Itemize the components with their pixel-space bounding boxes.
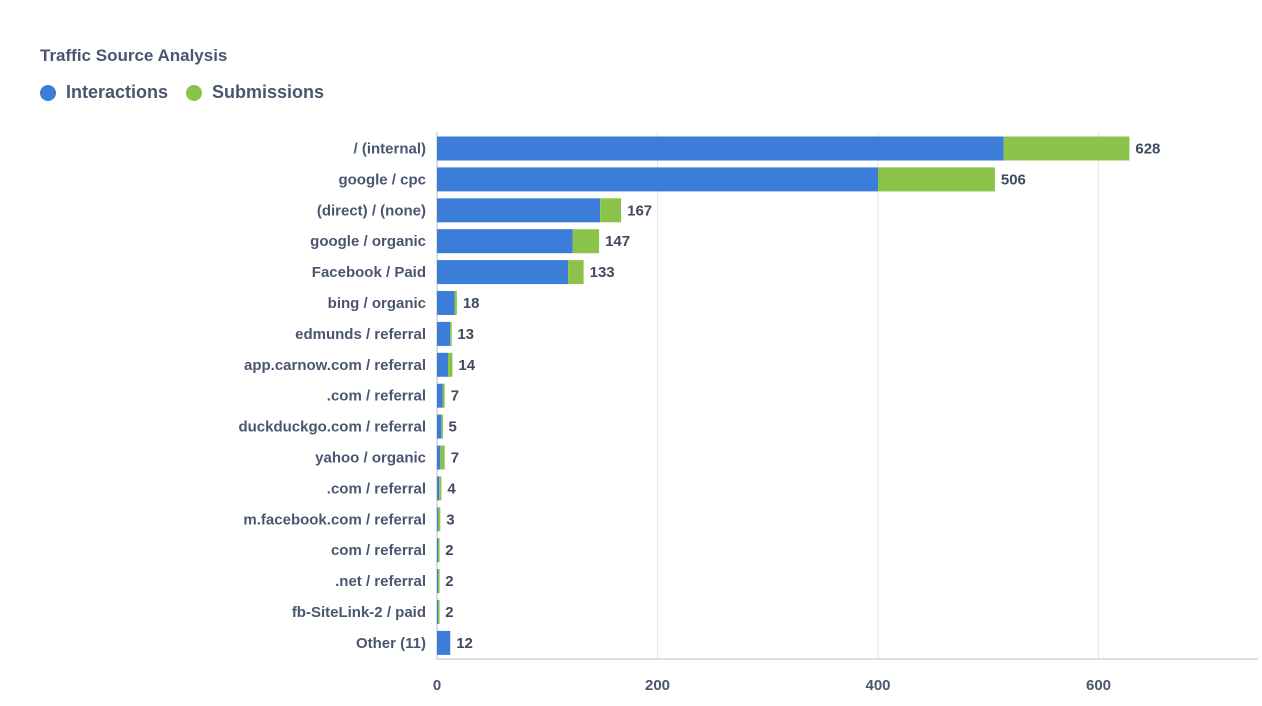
bar-submissions	[572, 229, 600, 254]
legend-swatch-interactions	[40, 84, 56, 101]
bar-interactions	[437, 630, 451, 655]
bar-interactions	[437, 600, 439, 624]
y-tick-label: duckduckgo.com / referral	[238, 419, 426, 436]
bar-interactions	[437, 569, 439, 594]
y-tick-label: (direct) / (none)	[317, 202, 426, 219]
x-tick-label: 0	[433, 677, 441, 694]
bar-interactions	[437, 352, 449, 377]
chart-title: Traffic Source Analysis	[40, 46, 228, 65]
bar-interactions	[437, 260, 569, 285]
bar-submissions	[439, 476, 442, 501]
data-label: 18	[463, 295, 480, 312]
bar-interactions	[437, 476, 440, 501]
y-tick-label: google / organic	[310, 233, 426, 250]
y-tick-label: .com / referral	[327, 388, 426, 405]
bar-interactions	[437, 538, 439, 563]
bar-interactions	[437, 136, 1004, 161]
bar-submissions	[568, 260, 584, 285]
data-label: 3	[446, 511, 454, 528]
bar-submissions	[441, 414, 443, 439]
data-label: 147	[605, 233, 630, 250]
data-label: 628	[1135, 141, 1160, 158]
bar-submissions	[438, 538, 440, 563]
bar-interactions	[437, 414, 442, 439]
bar-interactions	[437, 507, 439, 532]
legend-label-interactions: Interactions	[66, 82, 169, 102]
data-label: 13	[457, 326, 474, 343]
y-tick-label: google / cpc	[338, 171, 426, 188]
data-label: 506	[1001, 171, 1026, 188]
chart-legend: Interactions Submissions	[40, 82, 324, 103]
y-tick-label: com / referral	[331, 542, 426, 559]
y-tick-label: Other (11)	[356, 635, 426, 652]
legend-swatch-submissions	[186, 84, 203, 101]
y-tick-label: edmunds / referral	[295, 326, 426, 343]
data-label: 2	[445, 542, 453, 559]
legend-item-submissions[interactable]: Submissions	[186, 82, 324, 103]
bar-submissions	[440, 445, 445, 470]
data-label: 7	[451, 450, 459, 467]
data-label: 167	[627, 202, 652, 219]
data-label: 133	[590, 264, 615, 281]
y-tick-label: m.facebook.com / referral	[243, 511, 426, 528]
data-label: 4	[447, 480, 456, 497]
y-tick-label: yahoo / organic	[315, 450, 426, 467]
x-tick-label: 600	[1086, 677, 1111, 694]
legend-item-interactions[interactable]: Interactions	[40, 82, 168, 103]
bar-interactions	[437, 198, 601, 223]
y-tick-label: app.carnow.com / referral	[244, 357, 426, 374]
y-tick-label: bing / organic	[328, 295, 426, 312]
data-label: 12	[456, 635, 473, 652]
bar-interactions	[437, 383, 443, 408]
x-tick-label: 200	[645, 677, 670, 694]
bar-submissions	[448, 352, 453, 377]
bar-submissions	[438, 600, 440, 624]
data-label: 5	[449, 419, 457, 436]
y-tick-label: Facebook / Paid	[312, 264, 426, 281]
legend-label-submissions: Submissions	[212, 82, 325, 102]
bar-interactions	[437, 291, 455, 315]
data-label: 7	[451, 388, 459, 405]
bar-submissions	[438, 569, 440, 594]
y-tick-label: / (internal)	[353, 141, 426, 158]
bar-submissions	[600, 198, 622, 223]
bar-submissions	[450, 321, 452, 346]
bar-submissions	[454, 291, 457, 315]
bar-submissions	[442, 383, 445, 408]
bar-submissions	[1003, 136, 1130, 161]
bar-interactions	[437, 321, 451, 346]
bar-submissions	[438, 507, 441, 532]
y-tick-label: .com / referral	[327, 480, 426, 497]
data-label: 14	[458, 357, 475, 374]
data-label: 2	[445, 573, 453, 590]
x-tick-label: 400	[865, 677, 890, 694]
bar-interactions	[437, 445, 441, 470]
bar-submissions	[878, 167, 995, 192]
y-tick-label: fb-SiteLink-2 / paid	[292, 604, 426, 621]
y-tick-label: .net / referral	[335, 573, 426, 590]
bar-interactions	[437, 167, 878, 192]
data-label: 2	[445, 604, 453, 621]
bar-interactions	[437, 229, 573, 254]
